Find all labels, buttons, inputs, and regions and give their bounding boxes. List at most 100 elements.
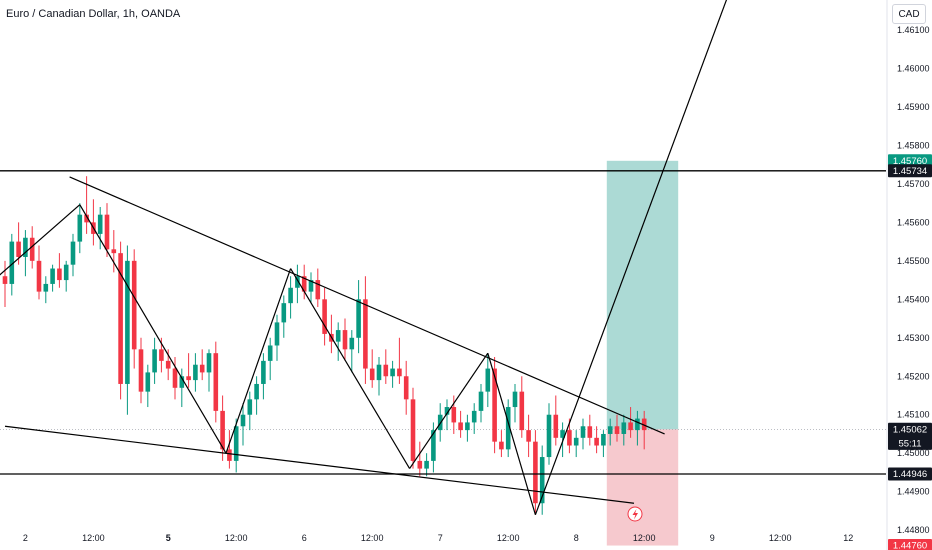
candle-body [458,422,463,431]
price-label-text: 1.45062 [893,425,927,436]
candle-body [526,430,531,442]
candle-body [614,426,620,434]
chart-title: Euro / Canadian Dollar, 1h, OANDA [6,8,181,20]
trend-line [0,204,81,276]
candle-body [424,460,429,469]
candle-body [635,418,640,431]
time-axis[interactable]: 2 12:00 5 12:00 6 12:00 7 12:00 8 12:00 9 12:00 12 [23,533,853,543]
candle-body [165,360,171,369]
candle-body [70,241,76,265]
candle-body [125,260,130,384]
candle-body [342,330,348,350]
candle-body [641,418,647,431]
candle-body [77,214,83,242]
candle-body [179,376,185,388]
price-tick-label: 1.46100 [897,25,930,35]
candle-body [431,430,436,461]
price-label-bg [888,467,932,481]
candle-body [233,426,239,461]
time-tick-label: 2 [23,533,28,543]
time-tick-label: 5 [166,533,171,543]
candle-body [403,376,409,400]
candle-body [281,303,287,323]
horizontal-lines[interactable] [0,170,886,475]
candle-body [512,391,518,408]
candle-body [43,283,49,292]
candle-body [533,441,538,504]
candle-body [97,214,103,234]
price-tick-label: 1.45200 [897,371,930,381]
trend-line [4,425,635,504]
candle-body [410,399,416,461]
price-tick-label: 1.45600 [897,217,930,227]
time-tick-label: 12:00 [82,533,105,543]
candle-body [397,368,402,377]
candle-body [567,430,572,446]
price-tick-label: 1.45500 [897,256,930,266]
candle-body [131,260,137,350]
candle-body [465,422,470,431]
candle-body [288,287,293,304]
candle-body [84,214,89,223]
price-label-text: 1.44946 [893,469,927,480]
candle-body [471,410,477,423]
candle-body [138,349,144,392]
candle-body [261,360,266,384]
candle-body [383,364,389,377]
candle-body [519,391,525,431]
candle-body [295,276,300,288]
price-labels: 1.457601.457341.450631.4506255:111.44946… [888,154,932,550]
candle-body [186,376,191,381]
candle-body [159,349,164,361]
candle-body [594,437,599,446]
candle-body [254,383,259,400]
price-tick-label: 1.45400 [897,294,930,304]
candle-body [376,364,382,381]
price-tick-label: 1.45700 [897,179,930,189]
candle-body [23,237,28,257]
candle-body [274,322,280,346]
candle-body [9,241,15,284]
price-label-bg [888,154,932,168]
price-tick-label: 1.46000 [897,63,930,73]
candle-body [111,249,117,254]
price-tick-label: 1.45100 [897,410,930,420]
price-tick-label: 1.45300 [897,333,930,343]
time-tick-label: 12:00 [225,533,248,543]
trend-lines[interactable] [0,0,794,515]
candle-body [505,407,511,450]
currency-button[interactable]: CAD [892,4,926,24]
price-axis-bg [887,0,932,550]
candle-body [227,449,232,461]
price-tick-label: 1.44800 [897,525,930,535]
candle-body [539,457,545,504]
candle-body [628,422,633,431]
candle-body [213,353,219,411]
candle-body [485,368,491,392]
candle-body [335,330,341,342]
candle-body [267,345,273,361]
candle-body [560,430,565,438]
price-label-bg [888,422,932,450]
candle-body [193,364,198,381]
candle-body [36,260,42,292]
candle-body [50,268,55,284]
candle-body [451,407,457,423]
candle-body [104,214,110,250]
time-tick-label: 7 [438,533,443,543]
candle-body [2,276,8,284]
alert-icon[interactable] [627,506,643,522]
price-label-text: 1.44760 [893,541,927,550]
candle-body [349,337,355,350]
candle-body [390,368,395,377]
candle-body [315,280,321,300]
stop-zone [606,429,679,546]
candle-body [199,364,205,373]
candle-body [621,422,627,434]
trend-line [69,176,665,435]
price-axis[interactable]: 1.46100 1.46000 1.45900 1.45800 1.45700 1.456… [886,0,932,550]
price-label-bg [888,539,932,550]
price-label-bg [888,164,932,178]
trend-line [79,204,227,454]
